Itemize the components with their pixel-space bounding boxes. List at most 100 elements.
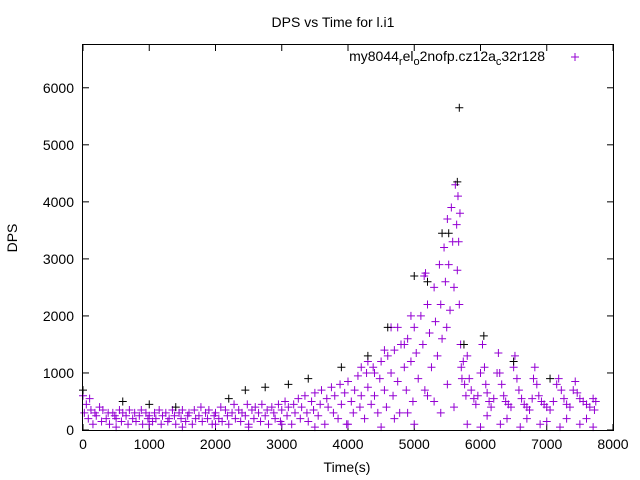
data-point	[231, 414, 240, 423]
data-point	[377, 357, 386, 366]
data-point	[117, 417, 126, 426]
data-point	[112, 423, 121, 432]
data-point	[478, 340, 487, 349]
data-point	[418, 340, 427, 349]
data-point	[124, 420, 133, 429]
data-point	[241, 411, 250, 420]
data-point	[408, 397, 417, 406]
legend-label-part: 2nofp.cz12a	[420, 48, 496, 64]
y-tick-label: 3000	[43, 251, 74, 267]
data-point	[294, 394, 303, 403]
data-point	[522, 414, 531, 423]
data-point	[349, 408, 358, 417]
data-point	[483, 411, 492, 420]
data-point	[431, 317, 440, 326]
data-point	[509, 357, 518, 366]
data-point	[198, 417, 207, 426]
data-point	[289, 400, 298, 409]
data-point	[155, 406, 164, 415]
data-point	[536, 420, 545, 429]
data-point	[575, 420, 584, 429]
data-point	[433, 351, 442, 360]
y-tick-label: 4000	[43, 194, 74, 210]
data-point	[171, 403, 180, 412]
legend-label-part: c	[496, 56, 502, 68]
data-point	[257, 400, 266, 409]
data-point	[496, 420, 505, 429]
data-point	[337, 400, 346, 409]
data-point	[453, 192, 462, 201]
x-tick-label: 2000	[200, 436, 231, 452]
data-point	[552, 380, 561, 389]
data-point	[261, 411, 270, 420]
y-axis-label: DPS	[4, 224, 20, 253]
data-point	[457, 363, 466, 372]
data-point	[80, 408, 89, 417]
data-point	[362, 368, 371, 377]
data-point	[125, 406, 134, 415]
legend-label-part: my8044	[349, 48, 399, 64]
data-point	[430, 397, 439, 406]
data-point	[310, 423, 319, 432]
data-point	[369, 363, 378, 372]
data-point	[188, 420, 197, 429]
data-point	[453, 177, 462, 186]
data-point	[377, 423, 386, 432]
y-tick-label: 5000	[43, 137, 74, 153]
data-point	[118, 397, 127, 406]
data-point	[344, 420, 352, 429]
data-point	[269, 408, 278, 417]
data-point	[438, 229, 447, 238]
data-point	[375, 374, 384, 383]
data-point	[516, 423, 525, 432]
data-point	[145, 420, 154, 429]
data-point	[145, 411, 154, 420]
data-point	[327, 383, 336, 392]
data-point	[423, 277, 432, 286]
data-point	[453, 266, 462, 275]
data-point	[402, 386, 411, 395]
data-point	[390, 346, 399, 355]
data-point	[528, 394, 537, 403]
data-point	[283, 411, 292, 420]
data-point	[420, 386, 429, 395]
x-tick-label: 6000	[465, 436, 496, 452]
data-point	[444, 260, 453, 269]
data-point	[483, 388, 492, 397]
data-point	[224, 394, 233, 403]
data-point	[277, 406, 286, 415]
legend-label-part: o	[413, 56, 419, 68]
data-point	[461, 391, 470, 400]
data-point	[416, 311, 425, 320]
data-point	[582, 414, 591, 423]
data-point	[157, 420, 166, 429]
data-point	[479, 331, 488, 340]
data-point	[425, 329, 434, 338]
data-point	[297, 403, 306, 412]
data-point	[441, 277, 450, 286]
data-point	[304, 374, 313, 383]
data-point	[97, 417, 106, 426]
data-point	[455, 300, 464, 309]
data-point	[423, 300, 432, 309]
y-tick-label: 1000	[43, 365, 74, 381]
data-point	[317, 386, 326, 395]
data-point	[324, 403, 333, 412]
data-point	[223, 411, 232, 420]
data-point	[135, 411, 144, 420]
x-tick-label: 3000	[266, 436, 297, 452]
data-point	[291, 408, 299, 417]
series-1	[79, 180, 600, 432]
data-point	[284, 403, 293, 412]
data-point	[181, 417, 190, 426]
data-point	[357, 391, 366, 400]
data-point	[590, 406, 599, 415]
data-point	[450, 283, 458, 292]
data-point	[271, 414, 280, 423]
data-point	[211, 420, 220, 429]
data-point	[410, 272, 419, 280]
data-point	[211, 408, 220, 417]
data-point	[353, 371, 362, 380]
data-point	[161, 408, 170, 417]
data-point	[98, 406, 107, 415]
